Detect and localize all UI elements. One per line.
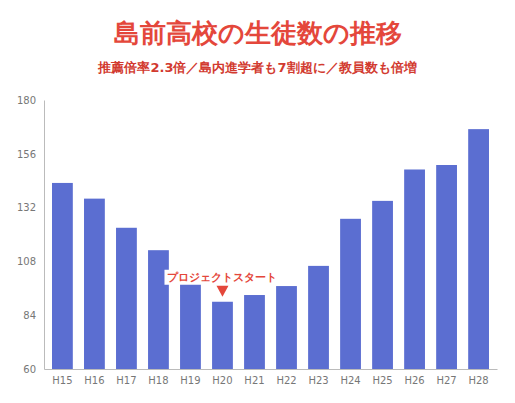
bar — [84, 199, 105, 369]
y-tick-label: 180 — [17, 95, 36, 106]
x-tick: H17 — [116, 369, 136, 386]
x-tick-label: H22 — [276, 375, 296, 386]
bar — [116, 228, 137, 369]
bar — [340, 219, 361, 369]
x-tick-label: H16 — [84, 375, 104, 386]
x-tick-label: H24 — [340, 375, 360, 386]
bar — [148, 250, 169, 369]
x-tick: H16 — [84, 369, 104, 386]
y-tick: 60 — [23, 364, 44, 375]
x-tick: H25 — [372, 369, 392, 386]
x-tick: H19 — [180, 369, 200, 386]
chart: 島前高校の生徒数の推移推薦倍率2.3倍／島内進学者も7割超に／教員数も倍増 60 8… — [0, 0, 515, 403]
y-axis-line — [44, 101, 45, 370]
y-tick-label: 108 — [17, 256, 36, 267]
bar — [404, 169, 425, 369]
bar — [180, 273, 201, 369]
bar — [276, 286, 297, 369]
bar — [52, 183, 73, 369]
y-tick-label: 84 — [23, 310, 36, 321]
annotation-marker — [216, 286, 228, 297]
x-tick: H15 — [52, 369, 72, 386]
y-tick-label: 156 — [17, 149, 36, 160]
x-tick: H22 — [276, 369, 296, 386]
x-tick-label: H21 — [244, 375, 264, 386]
x-axis: H15 H16 H17 H18 H19 H20 H21 H22 H23 H24 H25 H26 H27 H… — [45, 369, 498, 386]
plot: 60 84 108 132 156 180 H15 H16 H17 H18 H19 H20 H21 H22… — [17, 95, 498, 386]
y-tick-label: 60 — [23, 364, 36, 375]
bar — [212, 302, 233, 369]
x-tick-label: H23 — [308, 375, 328, 386]
x-tick-label: H27 — [436, 375, 456, 386]
y-tick: 84 — [23, 310, 44, 321]
y-tick-label: 132 — [17, 202, 36, 213]
x-tick: H20 — [212, 369, 232, 386]
bar — [244, 295, 265, 369]
y-tick: 180 — [17, 95, 44, 106]
bar — [308, 266, 329, 369]
x-tick: H18 — [148, 369, 168, 386]
y-axis: 60 84 108 132 156 180 — [17, 95, 45, 375]
x-tick: H27 — [436, 369, 456, 386]
title: 島前高校の生徒数の推移 — [114, 18, 402, 48]
y-tick: 108 — [17, 256, 44, 267]
bars — [52, 129, 489, 369]
y-tick: 156 — [17, 149, 44, 160]
subtitle: 推薦倍率2.3倍／島内進学者も7割超に／教員数も倍増 — [97, 60, 416, 75]
annotation: プロジェクトスタート — [167, 271, 277, 284]
x-tick: H23 — [308, 369, 328, 386]
x-tick: H24 — [340, 369, 360, 386]
x-axis-line — [45, 369, 498, 370]
y-tick: 132 — [17, 202, 44, 213]
x-tick-label: H20 — [212, 375, 232, 386]
bar — [468, 129, 489, 369]
bar — [436, 165, 457, 369]
x-tick: H28 — [468, 369, 488, 386]
x-tick-label: H19 — [180, 375, 200, 386]
x-tick: H26 — [404, 369, 424, 386]
x-tick-label: H25 — [372, 375, 392, 386]
x-tick-label: H17 — [116, 375, 136, 386]
x-tick-label: H28 — [468, 375, 488, 386]
x-tick-label: H18 — [148, 375, 168, 386]
x-tick: H21 — [244, 369, 264, 386]
x-tick-label: H15 — [52, 375, 72, 386]
x-tick-label: H26 — [404, 375, 424, 386]
annotation-background — [164, 270, 280, 285]
bar — [372, 201, 393, 369]
